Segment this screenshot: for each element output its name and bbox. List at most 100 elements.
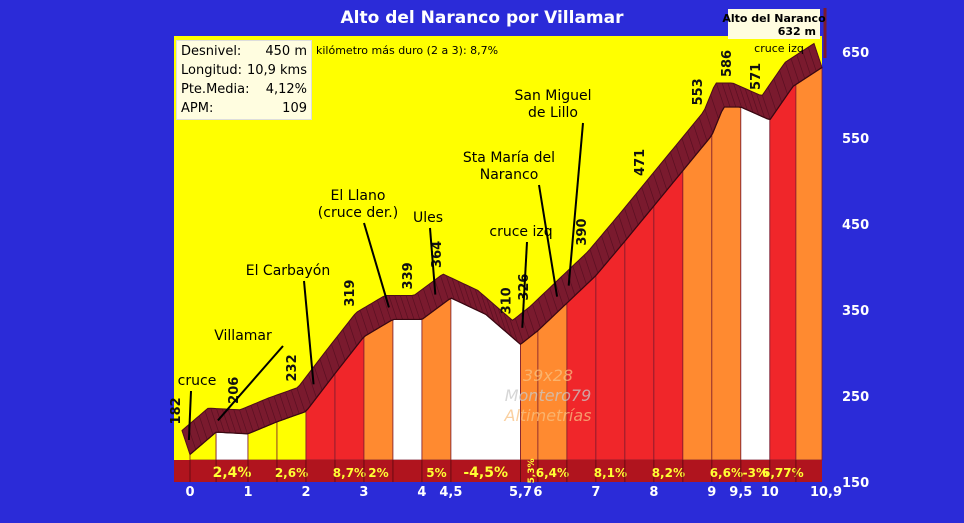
x-tick-label: 4,5 (439, 485, 462, 500)
road-hatch (583, 254, 593, 280)
place-name: El Carbayón (246, 263, 331, 279)
stat-label: Longitud: (181, 63, 243, 78)
place-leader (538, 184, 559, 297)
road-hatch (279, 393, 289, 419)
gradient-label: -3% (743, 466, 768, 480)
road-hatch (796, 54, 806, 79)
road-hatch (543, 293, 553, 318)
place-name: cruce izq (489, 224, 552, 240)
x-tick-label: 4 (417, 485, 426, 500)
road-hatch (354, 314, 363, 339)
road-hatch (601, 235, 610, 260)
x-tick-label: 2 (301, 485, 310, 500)
road-hatch (262, 400, 271, 425)
x-tick-label: 7 (591, 485, 600, 500)
place-leader (303, 280, 315, 385)
road-hatch (693, 124, 702, 149)
stat-value: 450 m (265, 44, 307, 59)
y-tick-label: 250 (842, 390, 869, 405)
road-hatch (589, 249, 599, 274)
hardest-km-note: kilómetro más duro (2 a 3): 8,7% (316, 44, 498, 57)
road-hatch (440, 275, 449, 300)
road-hatch (331, 343, 340, 369)
road-hatch (681, 138, 691, 163)
road-hatch (319, 358, 329, 383)
road-hatch (664, 159, 673, 184)
road-hatch (652, 172, 662, 198)
place-name: Villamar (214, 328, 272, 344)
gradient-label: 6,77% (762, 466, 804, 480)
road-hatch (721, 82, 731, 108)
road-hatch (359, 310, 369, 335)
road-hatch (624, 207, 633, 233)
road-hatch (790, 58, 800, 83)
summit-name: Alto del Naranco (722, 12, 826, 25)
road-hatch (204, 410, 214, 435)
altitude-label: 390 (575, 218, 590, 245)
watermark-text: Altimetrías (504, 406, 592, 425)
place-name: Ules (413, 210, 443, 226)
road-hatch (480, 292, 490, 318)
road-hatch (618, 214, 627, 240)
segment-column (682, 134, 713, 461)
road-hatch (750, 90, 760, 116)
place-name: de Lillo (528, 105, 578, 121)
road-hatch (514, 318, 524, 343)
road-hatch (727, 82, 737, 108)
place-name: (cruce der.) (318, 205, 398, 221)
road-hatch (779, 70, 788, 95)
road-hatch (807, 47, 817, 72)
place-name: Naranco (480, 167, 539, 183)
road-hatch (267, 398, 277, 423)
x-tick-label: 3 (359, 485, 368, 500)
road-hatch (675, 145, 685, 170)
road-hatch (239, 409, 248, 434)
road-hatch (606, 228, 616, 253)
road-hatch (181, 430, 191, 455)
road-hatch (537, 298, 547, 323)
gradient-label: 2,6% (275, 466, 308, 480)
altitude-label: 553 (691, 78, 706, 105)
x-tick-label: 8 (649, 485, 658, 500)
road-hatch (273, 395, 283, 421)
gradient-label: 2% (368, 466, 388, 480)
stat-value: 109 (282, 101, 307, 116)
y-tick-label: 150 (842, 476, 869, 491)
x-tick-label: 5,7 (509, 485, 532, 500)
road-hatch (733, 83, 742, 108)
chart-title: Alto del Naranco por Villamar (340, 8, 624, 28)
road-hatch (767, 86, 777, 112)
road-hatch (233, 409, 243, 434)
road-hatch (365, 306, 375, 331)
road-hatch (342, 329, 352, 354)
altitude-label: 232 (285, 354, 300, 381)
road-hatch (468, 286, 478, 311)
altitude-label: 586 (720, 50, 735, 77)
place-name: El Llano (331, 188, 386, 204)
road-hatch (325, 351, 334, 376)
segment-column (624, 204, 655, 461)
road-hatch (405, 295, 415, 320)
gradient-label: 5,3% (527, 459, 537, 484)
gradient-label: 6,6% (710, 466, 743, 480)
road-hatch (382, 296, 392, 321)
watermark-text: Montero79 (505, 386, 592, 405)
y-tick-label: 550 (842, 132, 869, 147)
road-hatch (744, 88, 754, 113)
road-hatch (336, 336, 346, 361)
stat-value: 4,12% (265, 82, 307, 97)
altitude-label: 319 (343, 280, 358, 307)
road-hatch (399, 295, 409, 320)
profile-line (189, 66, 823, 455)
x-tick-label: 10 (761, 485, 779, 500)
road-hatch (629, 200, 639, 226)
road-hatch (784, 62, 794, 87)
road-hatch (687, 131, 696, 156)
stat-label: Pte.Media: (181, 82, 250, 97)
gradient-label: 6,4% (536, 466, 569, 480)
road-hatch (572, 265, 582, 291)
road-hatch (813, 43, 823, 68)
altitude-label: 471 (633, 149, 648, 176)
road-hatch (491, 302, 501, 327)
x-tick-label: 9 (707, 485, 716, 500)
